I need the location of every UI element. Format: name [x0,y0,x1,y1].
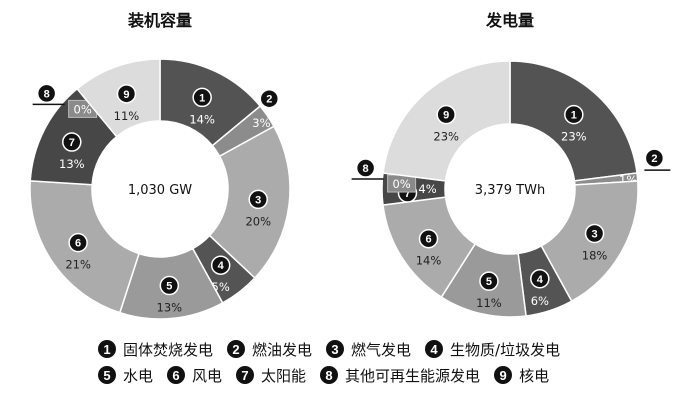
slice-number: 5 [486,276,492,288]
slice-number: 4 [537,274,544,286]
slice-number: 5 [166,281,172,293]
legend-label: 水电 [123,366,154,385]
legend-item: 5 水电 [98,365,153,386]
slice-number: 7 [404,188,410,200]
legend-label: 燃油发电 [252,340,313,359]
chart-title: 发电量 [485,11,534,30]
legend-label: 燃气发电 [351,340,412,359]
slice-percent-label: 4% [418,182,436,196]
slice-number: 4 [218,260,225,272]
legend-badge: 3 [326,340,345,358]
legend-badge: 6 [167,366,186,384]
slice-percent-label: 14% [416,254,442,268]
legend-row: 5 水电 6 风电 7 太阳能 8 其他可再生能源发电 9 核电 [98,362,658,388]
slice-number-badge [62,132,82,152]
center-total-label: 3,379 TWh [475,183,545,198]
slice-number-badge [210,255,231,275]
slice-percent-label: 11% [114,109,140,123]
chart-title: 装机容量 [127,11,192,30]
slice-number-badge [192,87,212,108]
legend-badge: 8 [320,366,339,384]
slice-number-badge [436,104,456,125]
slice-number-badge [355,158,376,178]
legend-item: 7 太阳能 [236,365,306,386]
slice-number-badge [418,228,439,249]
slice-percent-label: 13% [157,301,183,315]
slice-percent-label: 23% [561,130,587,144]
slice-number-badge [530,269,550,289]
slice-number: 7 [69,137,75,149]
slice-number: 9 [123,89,129,101]
slice-number-badge [68,232,88,253]
slice-number: 8 [363,163,369,175]
legend-item: 9 核电 [494,365,549,386]
slice-percent-label: 13% [59,157,85,171]
slice-percent-label: 0% [392,177,410,191]
slice-number: 3 [255,194,261,206]
legend-label: 固体焚烧发电 [123,340,214,359]
slice-number-badge [248,189,268,210]
legend-item: 8 其他可再生能源发电 [320,365,480,386]
slice-percent-label: 11% [476,296,502,310]
slice-percent-label: 20% [245,214,271,228]
slice-number-badge [644,148,665,168]
legend-item: 6 风电 [167,365,222,386]
slice-number-badge [584,223,605,244]
slice-number: 1 [571,110,577,122]
legend-badge: 1 [98,340,116,358]
legend-item: 2 燃油发电 [227,339,312,360]
slice-number: 8 [44,88,50,100]
slice-number: 2 [266,94,272,106]
slice-number: 3 [592,228,598,240]
legend-item: 3 燃气发电 [326,339,411,360]
legend-badge: 5 [98,366,116,384]
legend-item: 1 固体焚烧发电 [98,339,213,360]
center-total-label: 1,030 GW [128,183,192,198]
slice-number: 9 [443,110,449,122]
legend-badge: 7 [236,366,255,384]
legend-item: 4 生物质/垃圾发电 [425,339,560,360]
slice-percent-label: 0% [74,102,92,116]
slice-number-badge [116,84,137,104]
slice-number: 2 [651,153,657,165]
slice-number-badge [259,88,280,109]
slice-percent-label: 21% [65,258,91,272]
legend-badge: 2 [227,340,246,358]
slice-percent-label: 18% [582,248,608,262]
slice-percent-label: 6% [531,294,549,308]
legend-label: 太阳能 [261,366,307,385]
legend-badge: 4 [425,340,444,358]
legend-label: 其他可再生能源发电 [345,366,481,385]
slice-number: 6 [75,238,81,250]
slice-number-badge [564,104,584,125]
slice-number: 1 [199,92,205,104]
slice-percent-label: 23% [433,130,459,144]
slice-percent-label: 3% [252,116,270,130]
slice-percent-label: 14% [189,112,215,126]
legend-badge: 9 [494,366,513,384]
legend-label: 风电 [192,366,223,385]
legend-label: 核电 [519,366,550,385]
legend-row: 1 固体焚烧发电 2 燃油发电 3 燃气发电 4 生物质/垃圾发电 [98,336,658,362]
legend-label: 生物质/垃圾发电 [450,340,561,359]
slice-number-badge [36,83,57,104]
slice-number-badge [159,275,180,296]
slice-number: 6 [425,234,431,246]
slice-number-badge [479,271,499,291]
